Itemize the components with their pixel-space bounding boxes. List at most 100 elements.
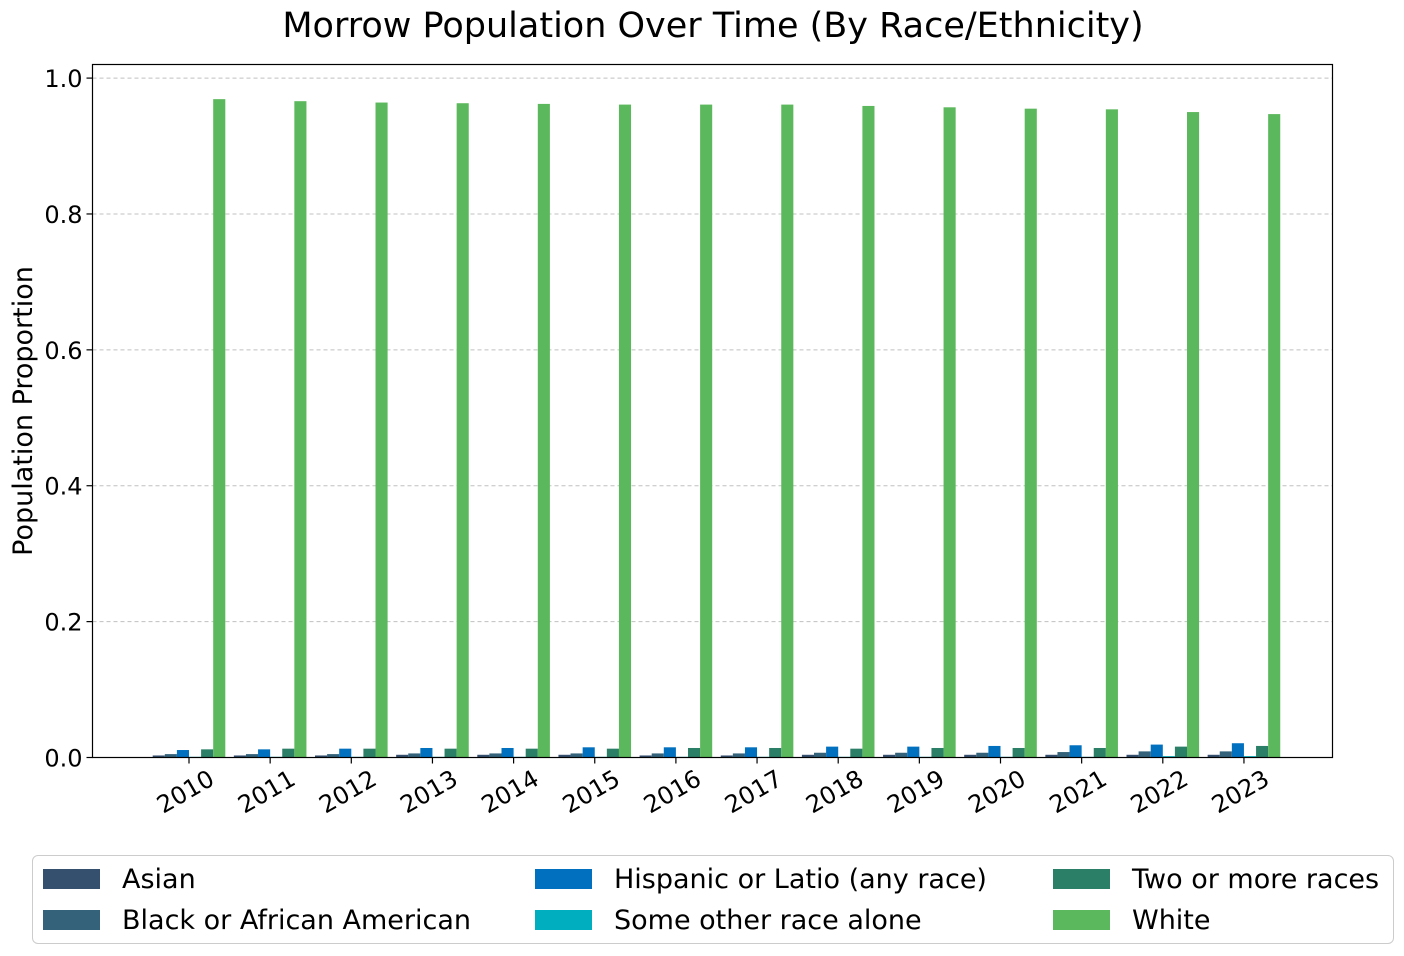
legend-swatch <box>535 869 592 889</box>
bar <box>489 753 502 758</box>
bar <box>375 102 388 758</box>
bar <box>420 747 433 758</box>
bar <box>964 754 977 758</box>
bar <box>1243 756 1257 758</box>
y-tick-label: 0.4 <box>44 473 82 501</box>
bar <box>444 748 457 758</box>
bar <box>315 755 328 758</box>
x-tick-label: 2015 <box>558 764 625 819</box>
bar <box>477 754 490 758</box>
legend-label: Some other race alone <box>614 904 922 936</box>
legend-label: Asian <box>122 863 196 895</box>
bar <box>363 748 376 758</box>
bar <box>1069 745 1082 758</box>
bar <box>826 746 839 758</box>
bar <box>1256 745 1269 758</box>
bar <box>164 754 177 758</box>
bar <box>525 748 538 758</box>
legend-label: Two or more races <box>1132 863 1380 895</box>
bar <box>769 747 782 758</box>
bar <box>258 749 271 758</box>
x-tick-label: 2012 <box>314 764 381 819</box>
bar <box>558 754 571 758</box>
bar <box>1012 747 1025 758</box>
bar <box>1187 112 1200 758</box>
bar <box>1231 743 1244 758</box>
bar <box>1024 108 1037 758</box>
y-tick-label: 0.2 <box>44 609 82 637</box>
x-tick-label: 2014 <box>477 764 544 819</box>
x-tick-label: 2020 <box>964 764 1031 819</box>
bar <box>1126 754 1139 758</box>
bar <box>1207 754 1220 758</box>
y-tick-label: 0.8 <box>44 201 82 229</box>
bar <box>294 101 307 758</box>
y-axis-ticks: 0.0 0.2 0.4 0.6 0.8 1.0 <box>44 65 93 773</box>
gridlines <box>92 77 1333 623</box>
bars <box>152 99 1281 758</box>
legend-swatch <box>1053 869 1110 889</box>
legend: Asian Black or African American Hispanic… <box>32 855 1394 944</box>
bar <box>1105 109 1118 758</box>
bar <box>582 747 595 758</box>
bar <box>781 104 794 758</box>
bar <box>1138 751 1151 758</box>
bar <box>152 755 165 758</box>
legend-swatch <box>43 910 100 930</box>
plot-area-frame <box>91 63 1334 759</box>
bar <box>1150 744 1163 758</box>
x-tick-label: 2023 <box>1207 764 1274 819</box>
bar <box>976 752 989 758</box>
legend-label: Black or African American <box>122 904 472 936</box>
bar <box>931 747 944 758</box>
legend-swatch <box>43 869 100 889</box>
x-axis-ticks: 2010 2011 2012 2013 2014 2015 2016 2017 2018 2019… <box>152 757 1274 819</box>
legend-label: White <box>1132 904 1211 936</box>
bar <box>327 754 340 758</box>
bar <box>606 748 619 758</box>
legend-swatch <box>535 910 592 930</box>
y-tick-label: 0.6 <box>44 337 82 365</box>
x-tick-label: 2019 <box>882 764 949 819</box>
bar <box>639 755 652 758</box>
bar <box>663 747 676 758</box>
y-axis-label: Population Proportion <box>8 266 39 556</box>
bar <box>339 748 352 758</box>
bar <box>1219 751 1232 758</box>
x-tick-label: 2011 <box>233 764 300 819</box>
bar <box>1268 114 1281 758</box>
legend-item-black-or-african-american: Black or African American <box>43 902 471 938</box>
bar <box>943 107 956 758</box>
bar <box>1174 746 1187 758</box>
x-tick-label: 2010 <box>152 764 219 819</box>
legend-item-some-other-race-alone: Some other race alone <box>535 902 922 938</box>
bar <box>245 754 259 758</box>
legend-item-hispanic-or-latio: Hispanic or Latio (any race) <box>535 861 987 897</box>
bar <box>907 746 920 758</box>
x-tick-label: 2021 <box>1045 764 1112 819</box>
bar <box>618 104 632 758</box>
chart-title: Morrow Population Over Time (By Race/Eth… <box>282 6 1143 46</box>
bar <box>396 754 409 758</box>
bar <box>850 748 863 758</box>
legend-item-white: White <box>1053 902 1211 938</box>
bar <box>1057 752 1070 758</box>
bar <box>233 755 246 758</box>
bar <box>988 745 1001 758</box>
bar <box>814 752 827 758</box>
x-tick-label: 2018 <box>801 764 868 819</box>
bar <box>1093 747 1106 758</box>
legend-swatch <box>1053 910 1110 930</box>
x-tick-label: 2013 <box>396 764 463 819</box>
bar <box>883 754 896 758</box>
bar <box>1162 756 1175 758</box>
x-tick-label: 2017 <box>720 764 787 819</box>
bar <box>456 103 469 758</box>
bar <box>895 752 908 758</box>
bar <box>201 749 214 758</box>
bar <box>732 753 745 758</box>
y-tick-label: 1.0 <box>44 65 82 93</box>
bar <box>801 754 814 758</box>
x-tick-label: 2022 <box>1126 764 1193 819</box>
bar <box>651 753 664 758</box>
